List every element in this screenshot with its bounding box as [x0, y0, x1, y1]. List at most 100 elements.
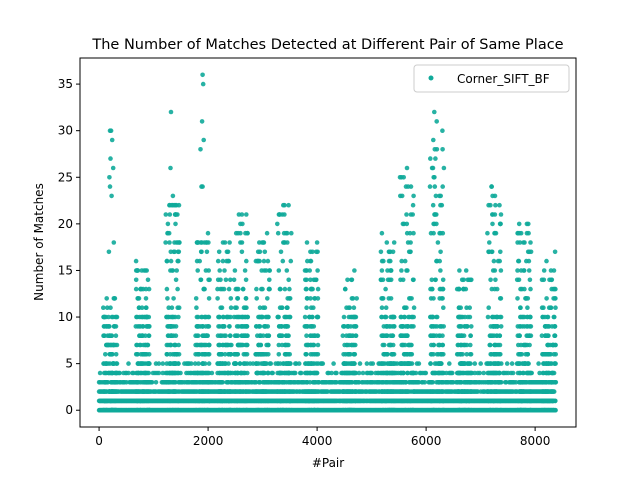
data-point — [221, 314, 226, 320]
data-point — [146, 361, 152, 366]
data-point — [439, 389, 445, 394]
data-point — [386, 296, 392, 301]
data-point — [141, 380, 147, 385]
data-point — [135, 352, 140, 357]
data-point — [201, 333, 206, 339]
data-point — [303, 324, 309, 329]
data-point — [278, 407, 284, 413]
data-point — [216, 314, 221, 320]
data-point — [348, 370, 354, 376]
data-point — [173, 221, 178, 227]
data-point — [126, 361, 131, 366]
data-point — [472, 361, 478, 366]
data-point — [257, 380, 262, 385]
data-point — [235, 407, 241, 413]
data-point — [202, 352, 208, 357]
data-point — [227, 407, 233, 413]
data-point — [221, 286, 227, 292]
data-point — [462, 361, 468, 366]
data-point — [224, 258, 229, 264]
data-point — [314, 361, 319, 366]
data-point — [218, 352, 224, 357]
data-point — [232, 305, 238, 311]
data-point — [461, 277, 467, 283]
data-point — [404, 268, 409, 273]
data-point — [457, 333, 462, 339]
data-point — [245, 370, 250, 376]
data-point — [218, 305, 223, 311]
data-point — [193, 370, 198, 376]
data-point — [383, 314, 388, 320]
data-point — [350, 389, 355, 394]
data-point — [389, 333, 395, 339]
data-point — [160, 361, 166, 366]
data-point — [402, 305, 408, 311]
data-point — [194, 240, 200, 245]
data-point — [207, 277, 212, 283]
data-point — [239, 249, 245, 255]
data-point — [228, 370, 233, 376]
data-point — [241, 407, 247, 413]
data-point — [261, 333, 266, 339]
data-point — [138, 370, 143, 376]
data-point — [281, 230, 287, 236]
data-point — [340, 389, 346, 394]
data-point — [384, 240, 390, 245]
data-point — [241, 361, 247, 366]
data-point — [334, 370, 339, 376]
data-point — [198, 277, 204, 283]
data-point — [432, 184, 438, 189]
data-point — [223, 342, 229, 348]
data-point — [468, 342, 473, 348]
data-point — [280, 258, 286, 264]
data-point — [428, 156, 433, 161]
data-point — [199, 389, 204, 394]
data-point — [107, 333, 112, 339]
data-point — [329, 370, 334, 376]
data-point — [379, 230, 385, 236]
data-point — [197, 258, 202, 264]
data-point — [104, 361, 109, 366]
data-point — [447, 361, 452, 366]
data-point — [437, 296, 443, 301]
data-point — [164, 314, 169, 320]
data-point — [388, 258, 393, 264]
data-point — [281, 380, 287, 385]
data-point — [315, 342, 321, 348]
data-point — [142, 352, 147, 357]
data-point — [438, 352, 444, 357]
data-point — [402, 258, 408, 264]
data-point — [174, 370, 180, 376]
data-point — [346, 305, 352, 311]
data-point — [434, 221, 439, 227]
data-point — [350, 296, 356, 301]
data-point — [400, 221, 406, 227]
data-point — [220, 407, 225, 413]
data-point — [410, 277, 416, 283]
data-point — [169, 268, 175, 273]
data-point — [353, 398, 359, 404]
data-point — [461, 286, 467, 292]
data-point — [173, 324, 179, 329]
data-point — [192, 361, 198, 366]
data-point — [102, 324, 107, 329]
data-point — [113, 352, 119, 357]
data-point — [431, 137, 436, 143]
data-point — [137, 324, 142, 329]
data-point — [276, 342, 282, 348]
data-point — [220, 258, 226, 264]
data-point — [287, 398, 293, 404]
data-point — [387, 370, 392, 376]
data-point — [429, 398, 435, 404]
data-point — [462, 324, 468, 329]
data-point — [110, 407, 115, 413]
data-point — [401, 175, 407, 180]
data-point — [169, 305, 175, 311]
data-point — [460, 352, 465, 357]
data-point — [455, 352, 461, 357]
data-point — [262, 380, 267, 385]
data-point — [287, 314, 293, 320]
data-point — [456, 286, 462, 292]
data-point — [428, 361, 433, 366]
